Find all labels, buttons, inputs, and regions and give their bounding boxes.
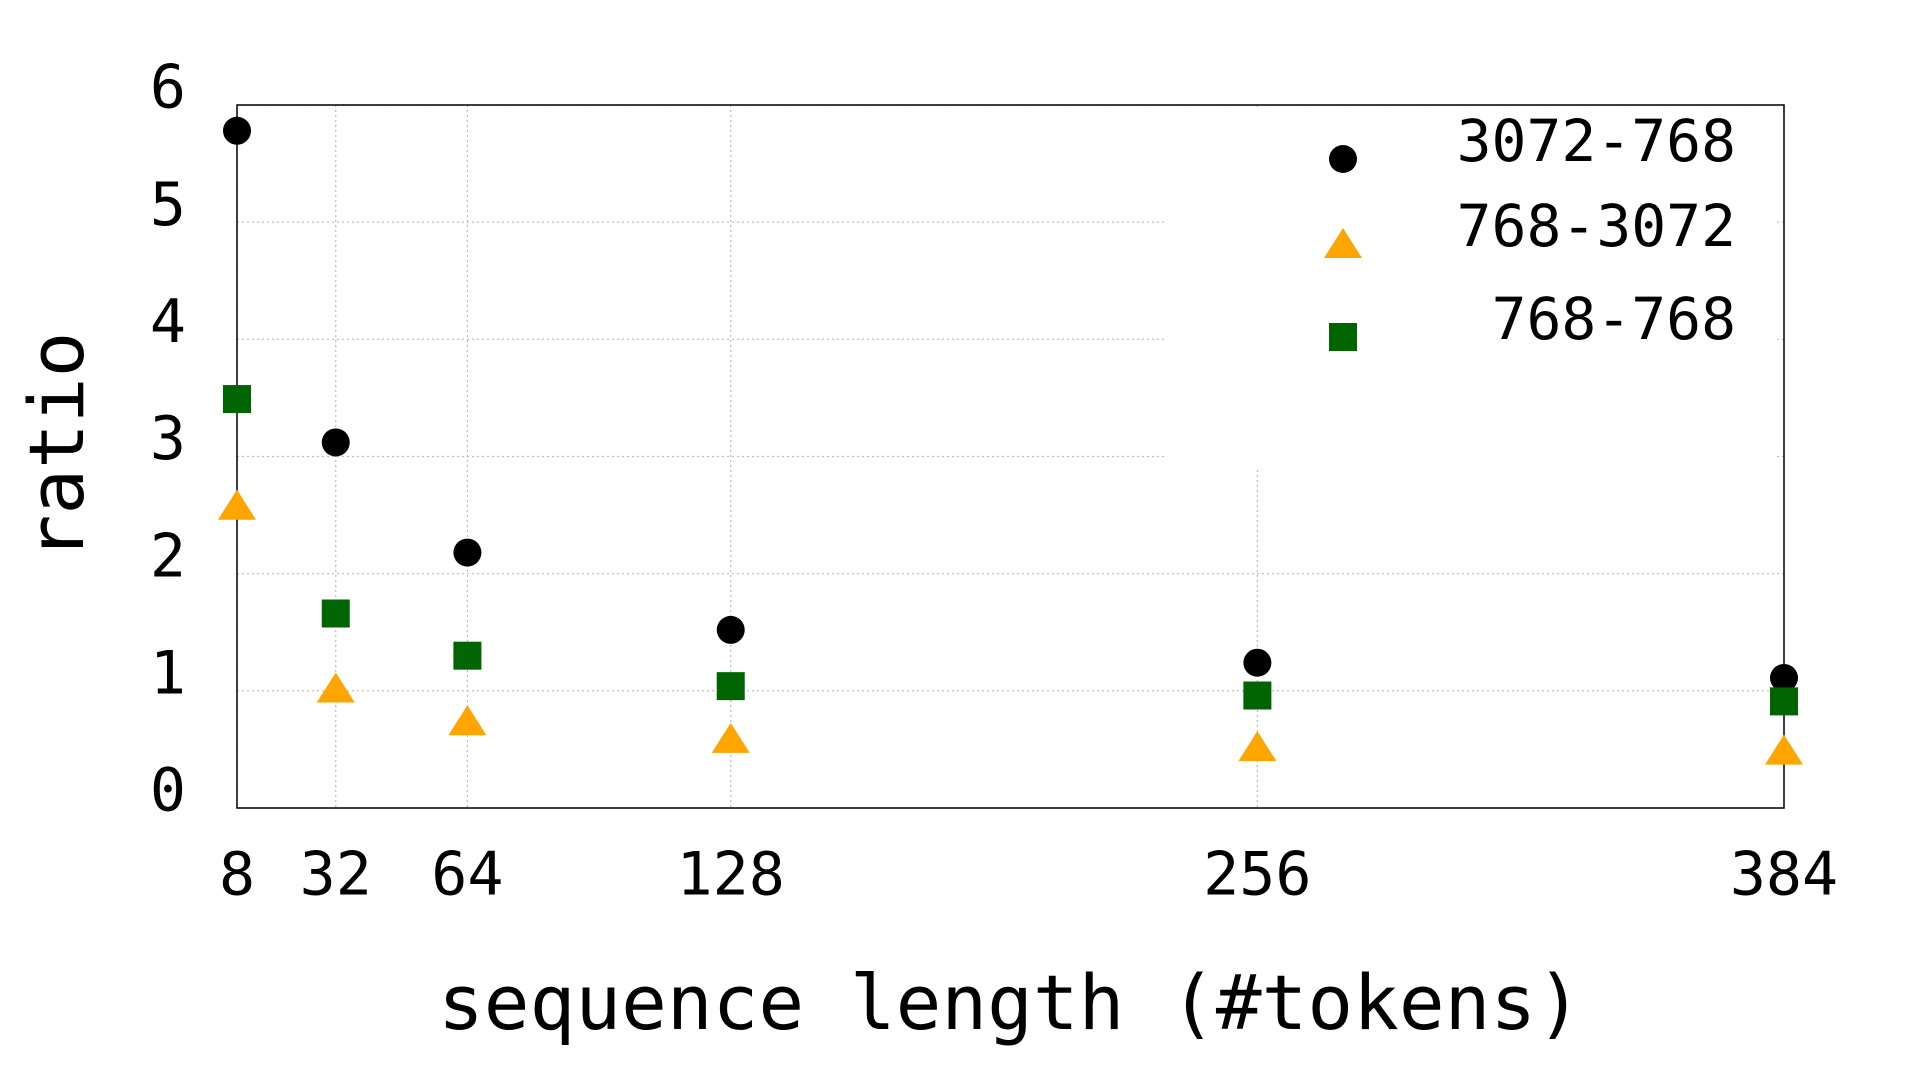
legend-label: 768-3072 bbox=[1457, 192, 1736, 260]
y-axis-title: ratio bbox=[12, 332, 101, 561]
data-point bbox=[448, 705, 487, 736]
data-point bbox=[1770, 687, 1798, 716]
data-point bbox=[716, 615, 745, 644]
x-tick-label: 64 bbox=[431, 840, 503, 910]
data-point bbox=[316, 672, 355, 703]
legend-box bbox=[1165, 110, 1775, 470]
x-axis-title: sequence length (#tokens) bbox=[438, 958, 1582, 1047]
data-point bbox=[321, 428, 350, 457]
data-point bbox=[453, 538, 482, 567]
data-point bbox=[1770, 663, 1798, 692]
x-tick-label: 384 bbox=[1730, 840, 1838, 910]
data-point bbox=[223, 385, 251, 414]
y-tick-label: 4 bbox=[150, 287, 186, 357]
data-point bbox=[223, 116, 251, 145]
x-tick-label: 128 bbox=[677, 840, 785, 910]
x-tick-label: 32 bbox=[300, 840, 372, 910]
data-point bbox=[1765, 734, 1803, 765]
data-point bbox=[218, 489, 256, 520]
data-point bbox=[716, 672, 745, 701]
y-tick-label: 1 bbox=[150, 638, 186, 708]
legend-marker bbox=[1329, 145, 1357, 173]
legend-marker bbox=[1329, 323, 1357, 351]
y-tick-label: 3 bbox=[150, 404, 186, 474]
data-point bbox=[453, 641, 482, 670]
y-tick-label: 2 bbox=[150, 521, 186, 591]
x-tick-label: 8 bbox=[219, 840, 255, 910]
y-tick-label: 6 bbox=[150, 53, 186, 123]
data-point bbox=[1243, 681, 1272, 710]
legend-label: 768-768 bbox=[1492, 285, 1736, 353]
x-tick-label: 256 bbox=[1203, 840, 1311, 910]
plot-frame bbox=[236, 104, 1785, 809]
data-point bbox=[711, 722, 750, 753]
y-tick-label: 5 bbox=[150, 170, 186, 240]
data-point bbox=[1243, 648, 1272, 677]
legend-marker bbox=[1324, 228, 1362, 258]
data-point bbox=[321, 599, 350, 628]
data-point bbox=[1238, 731, 1277, 762]
y-tick-label: 0 bbox=[150, 756, 186, 826]
legend-label: 3072-768 bbox=[1457, 107, 1736, 175]
